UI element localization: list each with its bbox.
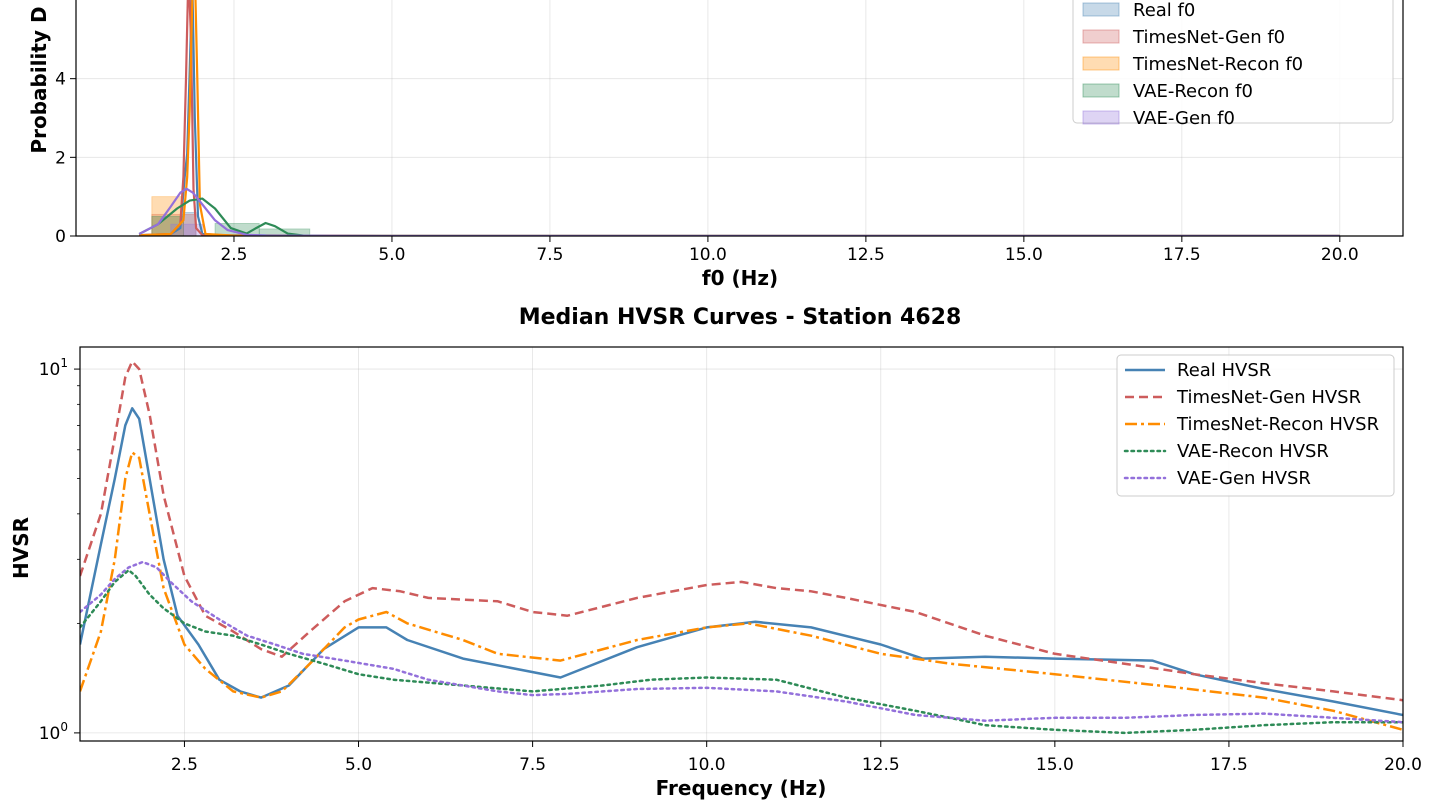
hvsr-x-ticks: 2.5 5.0 7.5 10.0 12.5 15.0 17.5 20.0 [171, 741, 1422, 775]
f0-distribution-panel: 2.5 5.0 7.5 10.0 12.5 15.0 17.5 20.0 0 2 4 f0 (Hz… [27, 0, 1404, 290]
timesnet-recon-hvsr-legend-label: TimesNet-Recon HVSR [1176, 414, 1379, 435]
timesnet-recon-f0-legend-label: TimesNet-Recon f0 [1132, 54, 1303, 75]
hvsr-axes-frame [79, 346, 1404, 742]
hvsr-x-tick-label: 17.5 [1210, 755, 1248, 775]
hvsr-y-tick-base: 10 [39, 360, 61, 380]
f0-y-tick-label: 2 [55, 148, 66, 168]
f0-axes-frame [75, 0, 1404, 237]
timesnet-gen-f0-legend-label: TimesNet-Gen f0 [1132, 27, 1285, 48]
hvsr-panel: Median HVSR Curves - Station 4628 2.5 5.0… [9, 305, 1422, 800]
hvsr-y-tick-exponent: 0 [60, 720, 68, 734]
timesnet-gen-hvsr-line [80, 360, 1403, 702]
vae-gen-hvsr-line [80, 560, 1403, 724]
hvsr-y-tick-label: 100 [39, 720, 68, 744]
hvsr-x-axis-label: Frequency (Hz) [656, 776, 827, 800]
hvsr-x-tick-label: 12.5 [862, 755, 900, 775]
f0-x-tick-label: 10.0 [689, 245, 727, 265]
f0-x-axis-label: f0 (Hz) [702, 266, 778, 290]
f0-legend-box [1072, 0, 1394, 124]
f0-y-axis-label: Probability D [27, 6, 51, 153]
vae-recon-f0-legend-swatch [1082, 83, 1120, 98]
vae-gen-hvsr-legend-label: VAE-Gen HVSR [1177, 468, 1311, 489]
hvsr-legend: Real HVSR TimesNet-Gen HVSR TimesNet-Recon… [1116, 354, 1395, 497]
hvsr-x-tick-label: 7.5 [519, 755, 546, 775]
f0-x-tick-label: 17.5 [1163, 245, 1201, 265]
f0-y-tick-label: 0 [55, 227, 66, 247]
hvsr-x-tick-label: 2.5 [171, 755, 198, 775]
timesnet-recon-f0-kde-line [139, 0, 1340, 236]
vae-recon-f0-kde-line [138, 197, 1340, 236]
hvsr-y-axis-label: HVSR [9, 517, 33, 579]
hvsr-y-tick-base: 10 [39, 724, 61, 744]
vae-recon-f0-legend-label: VAE-Recon f0 [1133, 81, 1253, 102]
hvsr-lines [80, 360, 1403, 735]
f0-x-tick-label: 7.5 [536, 245, 563, 265]
hvsr-x-tick-label: 15.0 [1036, 755, 1074, 775]
hvsr-x-tick-label: 5.0 [345, 755, 372, 775]
hvsr-y-tick-label: 101 [39, 356, 68, 380]
timesnet-gen-hvsr-legend-label: TimesNet-Gen HVSR [1176, 387, 1361, 408]
vae-gen-f0-legend-label: VAE-Gen f0 [1133, 108, 1235, 129]
vae-gen-f0-kde-line [138, 187, 1340, 236]
timesnet-recon-hvsr-line [80, 451, 1403, 732]
f0-x-tick-label: 12.5 [847, 245, 885, 265]
real-f0-legend-label: Real f0 [1133, 0, 1195, 21]
hvsr-legend-box [1116, 354, 1395, 497]
f0-x-tick-label: 2.5 [220, 245, 247, 265]
hvsr-chart-title: Median HVSR Curves - Station 4628 [519, 305, 962, 330]
hvsr-x-tick-label: 10.0 [688, 755, 726, 775]
f0-x-tick-label: 20.0 [1321, 245, 1359, 265]
f0-x-tick-label: 5.0 [378, 245, 405, 265]
vae-recon-hvsr-line [80, 568, 1403, 735]
f0-y-tick-label: 4 [55, 70, 66, 90]
f0-y-ticks: 0 2 4 [55, 70, 76, 247]
real-hvsr-line [80, 407, 1403, 717]
f0-legend: Real f0 TimesNet-Gen f0 TimesNet-Recon f0 V… [1072, 0, 1394, 129]
timesnet-gen-f0-kde-line [139, 0, 1340, 236]
f0-x-tick-label: 15.0 [1005, 245, 1043, 265]
f0-x-ticks: 2.5 5.0 7.5 10.0 12.5 15.0 17.5 20.0 [220, 236, 1359, 265]
hvsr-y-tick-exponent: 1 [60, 356, 68, 370]
f0-kde-curves [138, 0, 1340, 236]
real-hvsr-legend-label: Real HVSR [1177, 360, 1271, 381]
vae-recon-hvsr-legend-label: VAE-Recon HVSR [1177, 441, 1329, 462]
timesnet-recon-f0-legend-swatch [1082, 56, 1120, 71]
vae-gen-f0-legend-swatch [1082, 110, 1120, 125]
timesnet-gen-f0-legend-swatch [1082, 29, 1120, 44]
hvsr-x-tick-label: 20.0 [1384, 755, 1422, 775]
real-f0-legend-swatch [1082, 2, 1120, 17]
